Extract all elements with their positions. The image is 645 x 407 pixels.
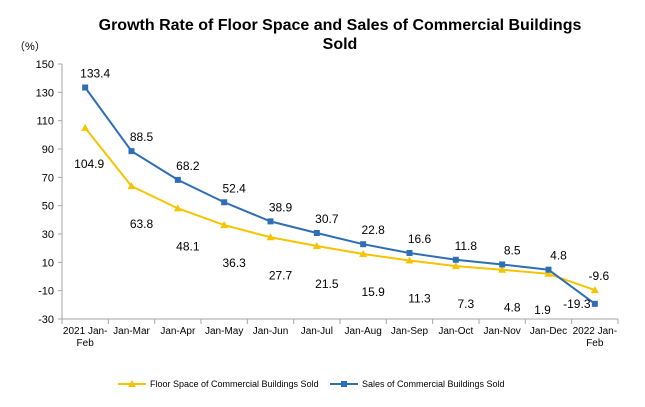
y-tick-label: 10: [42, 257, 54, 269]
data-label-sales: 8.5: [504, 243, 521, 257]
data-point: [590, 286, 599, 294]
data-point: [406, 249, 413, 256]
x-tick-label: 2021 Jan-: [63, 326, 107, 337]
data-point: [173, 204, 182, 212]
data-label-floor-space: 7.3: [457, 297, 474, 311]
data-point: [544, 269, 553, 277]
data-label-floor-space: 15.9: [361, 285, 385, 299]
x-tick-label: Jan-Nov: [484, 326, 521, 337]
x-tick-label: Jan-Sep: [391, 326, 429, 337]
data-point: [359, 249, 368, 257]
legend-item-floor-space: Floor Space of Commercial Buildings Sold: [118, 379, 319, 389]
data-label-sales: 22.8: [361, 223, 385, 237]
data-label-sales: 88.5: [130, 130, 154, 144]
data-label-sales: 11.8: [455, 239, 478, 253]
legend-item-sales: Sales of Commercial Buildings Sold: [330, 379, 505, 389]
data-label-sales: 133.4: [80, 67, 110, 81]
x-tick-label: Jan-May: [205, 326, 243, 337]
data-label-sales: 30.7: [315, 212, 339, 226]
series-line: [84, 86, 596, 305]
data-label-floor-space: 1.9: [534, 303, 551, 317]
data-point: [499, 261, 506, 268]
x-tick-label: Jan-Jun: [253, 326, 289, 337]
data-label-floor-space: 11.3: [408, 291, 431, 305]
x-tick-label: Jan-Oct: [438, 326, 473, 337]
data-label-floor-space: 4.8: [504, 301, 521, 315]
data-point: [405, 256, 414, 264]
series-line: [84, 127, 596, 292]
data-label-floor-space: 36.3: [222, 256, 246, 270]
data-point: [267, 218, 274, 225]
data-point: [451, 262, 460, 270]
data-label-floor-space: 48.1: [176, 239, 200, 253]
data-label-floor-space: 63.8: [130, 217, 154, 231]
y-tick-label: 50: [42, 201, 54, 213]
series-layer: 133.4 88.5 68.2 52.4 38.9 30.7 22.8 16.6 11.8 8.5…: [74, 67, 609, 317]
data-label-floor-space: 21.5: [315, 277, 339, 291]
data-label-floor-space: 27.7: [269, 268, 293, 282]
legend-label: Sales of Commercial Buildings Sold: [362, 379, 505, 389]
data-point: [452, 256, 459, 263]
data-label-sales: 38.9: [269, 200, 293, 214]
data-label-sales: 68.2: [176, 159, 200, 173]
x-tick-label: Jan-Apr: [160, 326, 196, 337]
data-point: [128, 148, 135, 155]
x-tick-label: Feb: [77, 338, 95, 349]
y-tick-label: 150: [36, 59, 54, 71]
data-label-sales: 16.6: [408, 232, 432, 246]
data-point: [127, 182, 136, 190]
y-tick-label: 130: [36, 87, 54, 99]
chart-title-line-2: Sold: [323, 36, 358, 53]
x-tick-label: Jan-Aug: [345, 326, 382, 337]
legend-marker: [341, 381, 347, 387]
data-point: [313, 230, 320, 237]
data-label-sales: 4.8: [550, 249, 567, 263]
legend-label: Floor Space of Commercial Buildings Sold: [150, 379, 319, 389]
x-tick-label: 2022 Jan-: [573, 326, 617, 337]
data-label-sales: 52.4: [222, 181, 246, 195]
data-point: [360, 241, 367, 248]
data-point: [545, 266, 552, 273]
y-tick-label: 30: [42, 229, 54, 241]
chart-title-line-1: Growth Rate of Floor Space and Sales of …: [99, 17, 582, 34]
data-point: [221, 199, 228, 206]
data-point: [312, 242, 321, 250]
data-point: [174, 176, 181, 183]
x-tick-label: Jan-Mar: [113, 326, 150, 337]
x-tick-label: Feb: [586, 338, 604, 349]
legend: Floor Space of Commercial Buildings Sold…: [118, 379, 505, 389]
data-point: [266, 233, 275, 241]
data-point: [498, 265, 507, 273]
data-point: [81, 123, 90, 131]
legend-marker: [128, 380, 136, 387]
data-label-floor-space: 104.9: [74, 157, 104, 171]
data-labels: 133.4 88.5 68.2 52.4 38.9 30.7 22.8 16.6 11.8 8.5…: [74, 67, 609, 317]
data-label-sales: -19.3: [563, 297, 591, 311]
y-tick-label: 90: [42, 144, 54, 156]
series-sales: [82, 84, 598, 307]
unit-label: （%）: [14, 40, 46, 53]
x-tick-label: Jan-Jul: [301, 326, 333, 337]
series-floor-space: [81, 123, 599, 294]
y-tick-label: 110: [36, 116, 54, 128]
x-tick-label: Jan-Dec: [530, 326, 567, 337]
y-tick-label: -30: [38, 314, 54, 326]
data-point: [82, 84, 89, 91]
data-label-floor-space: -9.6: [588, 269, 609, 283]
y-tick-label: -10: [38, 286, 54, 298]
data-point: [591, 300, 598, 307]
data-point: [220, 221, 229, 229]
y-tick-label: 70: [42, 172, 54, 184]
